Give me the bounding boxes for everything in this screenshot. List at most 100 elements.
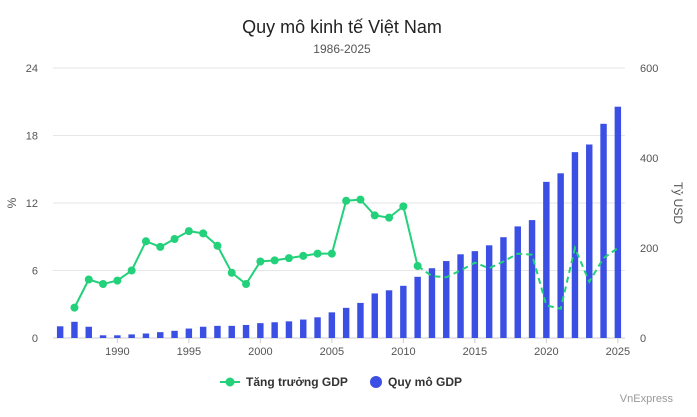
growth-point[interactable]: [127, 266, 136, 275]
growth-point[interactable]: [113, 276, 122, 285]
gdp-bar[interactable]: [543, 181, 550, 338]
legend-item-growth[interactable]: Tăng trưởng GDP: [220, 375, 348, 389]
growth-point[interactable]: [84, 275, 93, 284]
right-tick-label: 200: [640, 243, 658, 255]
gdp-bar[interactable]: [114, 335, 121, 338]
gdp-bar[interactable]: [85, 326, 92, 338]
gdp-bar[interactable]: [600, 123, 607, 338]
credit-label[interactable]: VnExpress: [620, 393, 674, 405]
gdp-bar[interactable]: [414, 276, 421, 338]
gdp-bar[interactable]: [514, 226, 521, 338]
gdp-bar[interactable]: [457, 254, 464, 338]
gdp-bar[interactable]: [56, 326, 64, 338]
axis-ticks: 0 6 12 18 24 0 200 400 600 1990 1995 2000 2005 2010 20…: [26, 63, 659, 358]
x-tick-label: 2010: [391, 346, 415, 358]
gdp-bar[interactable]: [300, 319, 307, 338]
x-tick-label: 2025: [606, 346, 630, 358]
growth-point[interactable]: [342, 196, 351, 205]
left-tick-label: 18: [26, 131, 38, 143]
left-tick-label: 0: [32, 333, 38, 345]
legend: Tăng trưởng GDP Quy mô GDP: [220, 375, 462, 389]
legend-gdp-marker-icon: [370, 376, 382, 388]
chart-subtitle: 1986-2025: [313, 42, 371, 56]
x-tick-label: 2020: [534, 346, 558, 358]
gdp-bar[interactable]: [614, 106, 622, 338]
gdp-bar[interactable]: [557, 173, 564, 338]
left-tick-label: 24: [26, 63, 38, 75]
left-axis-label: %: [5, 197, 19, 208]
gdp-bar[interactable]: [357, 302, 364, 338]
x-tick-label: 2015: [463, 346, 487, 358]
growth-point[interactable]: [170, 235, 179, 243]
gdp-bar[interactable]: [214, 325, 221, 338]
growth-line-solid: [73, 198, 419, 309]
growth-point[interactable]: [256, 257, 265, 266]
gdp-bar[interactable]: [142, 333, 150, 339]
gdp-bar[interactable]: [443, 261, 450, 338]
left-tick-label: 12: [26, 198, 38, 210]
growth-line-dashed: [417, 244, 619, 310]
growth-point[interactable]: [99, 280, 108, 288]
chart-title: Quy mô kinh tế Việt Nam: [242, 17, 442, 37]
gdp-bar[interactable]: [371, 293, 378, 338]
gdp-bar[interactable]: [228, 325, 235, 338]
right-axis-label: Tỷ USD: [671, 182, 685, 224]
gdp-bars: [56, 106, 622, 339]
gdp-bar[interactable]: [157, 332, 164, 338]
growth-point[interactable]: [184, 227, 193, 236]
right-tick-label: 0: [640, 333, 646, 345]
growth-point[interactable]: [70, 303, 79, 312]
growth-point[interactable]: [299, 251, 308, 260]
x-tick-label: 1995: [177, 346, 201, 358]
gdp-bar[interactable]: [571, 152, 579, 338]
gdp-bar[interactable]: [385, 290, 393, 338]
gdp-bar[interactable]: [528, 220, 536, 338]
legend-growth-label: Tăng trưởng GDP: [246, 375, 348, 389]
growth-point[interactable]: [313, 249, 322, 258]
right-tick-label: 600: [640, 63, 658, 75]
growth-point[interactable]: [199, 229, 208, 238]
growth-point[interactable]: [370, 211, 379, 220]
gdp-bar[interactable]: [242, 324, 250, 338]
growth-point[interactable]: [270, 256, 279, 265]
x-tick-label: 2005: [320, 346, 344, 358]
growth-point[interactable]: [141, 237, 150, 246]
growth-point[interactable]: [385, 213, 394, 222]
gdp-bar[interactable]: [271, 322, 278, 338]
right-tick-label: 400: [640, 153, 658, 165]
gdp-bar[interactable]: [500, 237, 507, 338]
growth-point[interactable]: [227, 268, 236, 277]
gdp-bar[interactable]: [285, 321, 293, 338]
growth-point[interactable]: [327, 249, 336, 258]
legend-item-gdp[interactable]: Quy mô GDP: [370, 375, 462, 389]
gdp-bar[interactable]: [128, 334, 135, 338]
growth-point[interactable]: [399, 202, 408, 211]
growth-point[interactable]: [213, 241, 222, 250]
gdp-bar[interactable]: [314, 317, 321, 338]
growth-point[interactable]: [413, 262, 422, 270]
grid-lines: [53, 67, 625, 339]
growth-point[interactable]: [156, 242, 165, 251]
gdp-bar[interactable]: [586, 144, 593, 339]
growth-point[interactable]: [356, 195, 365, 204]
gdp-bar[interactable]: [257, 323, 264, 338]
x-tick-label: 1990: [105, 346, 129, 358]
gdp-bar[interactable]: [342, 307, 350, 338]
gdp-bar[interactable]: [428, 268, 436, 338]
growth-line: [70, 195, 619, 312]
gdp-bar[interactable]: [199, 326, 207, 338]
gdp-bar[interactable]: [471, 251, 479, 338]
legend-growth-marker-icon: [225, 377, 235, 387]
gdp-bar[interactable]: [99, 335, 107, 338]
x-tick-label: 2000: [248, 346, 272, 358]
gdp-bar[interactable]: [328, 312, 336, 338]
growth-point[interactable]: [242, 280, 251, 288]
growth-point[interactable]: [284, 254, 293, 263]
gdp-bar[interactable]: [185, 328, 193, 338]
gdp-bar[interactable]: [485, 245, 493, 338]
gdp-bar[interactable]: [400, 285, 407, 338]
gdp-bar[interactable]: [71, 321, 78, 338]
gdp-bar[interactable]: [171, 330, 178, 338]
